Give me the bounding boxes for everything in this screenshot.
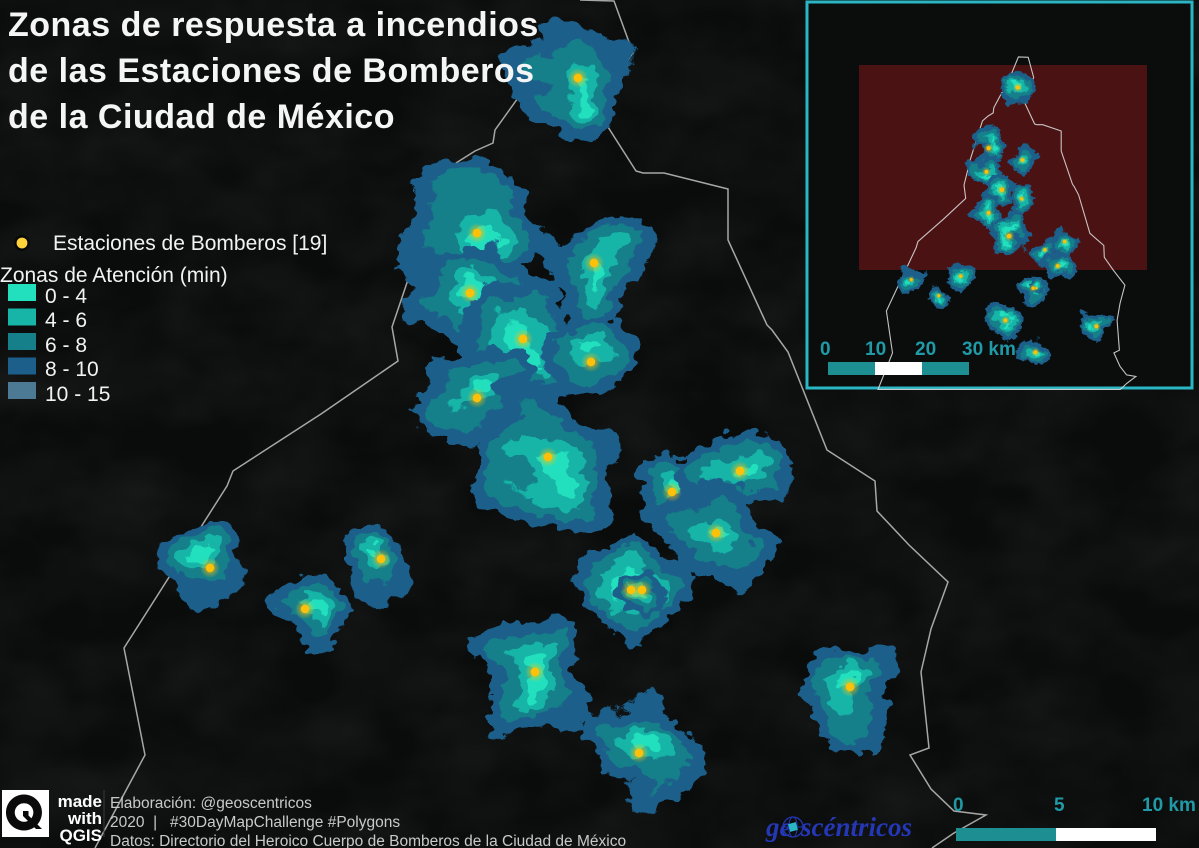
svg-text:0: 0 (953, 795, 964, 816)
svg-text:scéntricos: scéntricos (800, 812, 912, 842)
svg-text:5: 5 (1054, 795, 1065, 816)
svg-text:10 km: 10 km (1142, 795, 1196, 816)
